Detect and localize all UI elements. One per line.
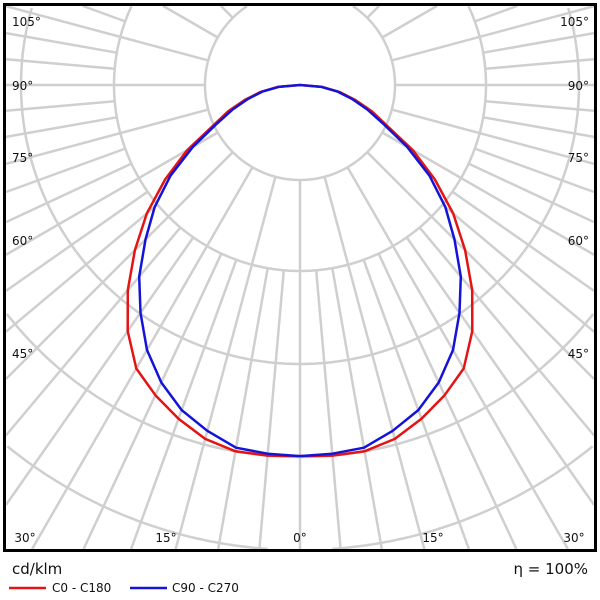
grid-ray xyxy=(5,116,118,139)
grid-ray xyxy=(391,5,595,62)
grid-ray xyxy=(485,99,595,112)
grid-ring xyxy=(300,7,581,366)
angle-labels-left: 105° 90° 75° 60° 45° xyxy=(12,15,41,361)
curves xyxy=(126,83,474,458)
angle-label: 90° xyxy=(12,79,33,93)
grid-ray xyxy=(5,226,182,437)
legend: C0 - C180 C90 - C270 xyxy=(9,581,239,595)
chart-frame xyxy=(3,3,597,552)
grid-ray xyxy=(216,267,269,550)
grid-ray xyxy=(5,151,234,380)
grid-ray xyxy=(381,4,438,39)
grid-ray xyxy=(331,267,384,550)
grid-ray xyxy=(5,190,149,292)
angle-label: 15° xyxy=(422,531,443,545)
grid-ray xyxy=(485,58,595,71)
grid-ray xyxy=(5,147,126,194)
legend-label-c90: C90 - C270 xyxy=(172,581,239,595)
grid-ray xyxy=(5,162,132,224)
grid-ray xyxy=(418,226,595,437)
grid-ray xyxy=(82,4,126,23)
angle-labels-bottom: 30° 15° 0° 15° 30° xyxy=(14,531,584,545)
grid-ray xyxy=(258,270,286,550)
grid-ring xyxy=(19,7,300,366)
grid-ring xyxy=(300,5,488,273)
series-curve-1 xyxy=(137,83,463,458)
grid-ray xyxy=(346,166,569,550)
grid-ray xyxy=(366,5,380,19)
grid-ray xyxy=(362,259,471,550)
grid-ray xyxy=(5,131,219,256)
grid-ring xyxy=(332,445,594,551)
grid-ray xyxy=(474,147,595,194)
angle-label: 60° xyxy=(568,234,589,248)
grid-ray xyxy=(366,151,595,380)
unit-label: cd/klm xyxy=(12,560,62,578)
angle-label: 30° xyxy=(563,531,584,545)
grid-ray xyxy=(162,4,219,39)
grid-ray xyxy=(468,162,595,224)
angle-label: 105° xyxy=(560,15,589,29)
grid-ray xyxy=(82,253,223,550)
grid-ray xyxy=(5,99,115,112)
grid-ring xyxy=(300,5,397,182)
grid-ray xyxy=(482,116,595,139)
grid-ray xyxy=(31,166,254,550)
grid-ray xyxy=(5,203,159,333)
angle-label: 45° xyxy=(568,347,589,361)
angle-labels-right: 105° 90° 75° 60° 45° xyxy=(560,15,589,361)
angle-label: 30° xyxy=(14,531,35,545)
grid-ray xyxy=(314,270,342,550)
efficiency-label: η = 100% xyxy=(514,560,589,578)
grid-ray xyxy=(5,108,209,165)
grid-ray xyxy=(381,131,595,256)
angle-label: 60° xyxy=(12,234,33,248)
grid-ray xyxy=(377,253,518,550)
grid-ray xyxy=(5,31,118,54)
grid-ray xyxy=(4,236,195,506)
angle-label: 105° xyxy=(12,15,41,29)
grid-ray xyxy=(474,4,518,23)
grid-ray xyxy=(174,176,277,550)
grid-ray xyxy=(391,108,595,165)
polar-grid xyxy=(4,4,596,551)
grid-ring xyxy=(6,445,268,551)
grid-ray xyxy=(220,5,234,19)
angle-label: 15° xyxy=(155,531,176,545)
grid-ray xyxy=(451,190,595,292)
grid-ray xyxy=(323,176,426,550)
grid-ray xyxy=(5,5,209,62)
grid-ring xyxy=(203,5,300,182)
angle-label: 45° xyxy=(12,347,33,361)
angle-label: 75° xyxy=(12,151,33,165)
grid-ring xyxy=(112,5,300,273)
grid-ray xyxy=(405,236,596,506)
angle-label: 90° xyxy=(568,79,589,93)
grid-ray xyxy=(5,58,115,71)
grid-ray xyxy=(441,203,595,333)
grid-ray xyxy=(482,31,595,54)
angle-label: 0° xyxy=(293,531,307,545)
angle-label: 75° xyxy=(568,151,589,165)
grid-ray xyxy=(129,259,238,550)
legend-label-c0: C0 - C180 xyxy=(52,581,111,595)
